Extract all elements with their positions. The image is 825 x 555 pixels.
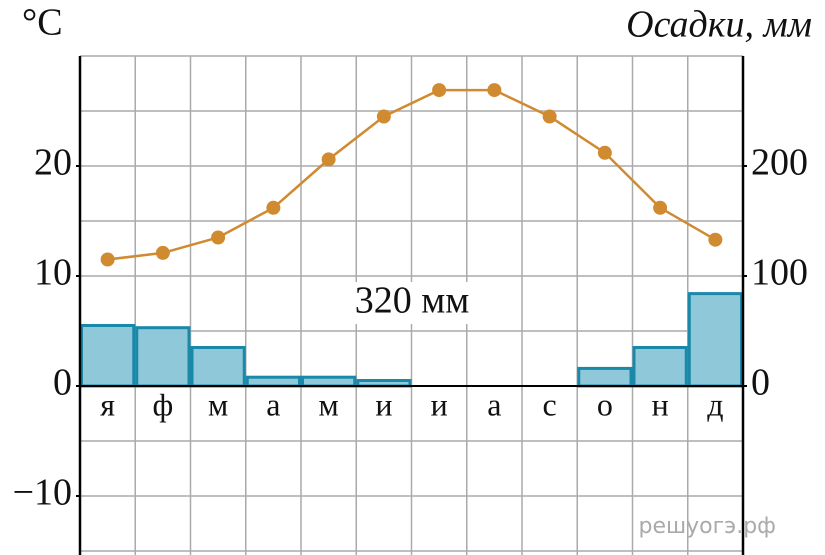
y2-tick-label: 100 xyxy=(751,252,808,294)
y-axis-label: °C xyxy=(22,2,63,44)
x-tick-label: я xyxy=(100,386,115,422)
watermark: решуогэ.рф xyxy=(638,514,776,539)
x-tick-label: с xyxy=(543,386,557,422)
bar xyxy=(632,346,688,388)
point xyxy=(266,200,281,215)
bar xyxy=(190,346,246,388)
y-tick-label: 20 xyxy=(34,142,72,184)
x-tick-label: н xyxy=(652,386,669,422)
point xyxy=(597,145,612,160)
annotation: 320 мм xyxy=(355,280,470,322)
y2-axis-label: Осадки, мм xyxy=(626,4,812,46)
point xyxy=(542,109,557,124)
x-tick-label: м xyxy=(319,386,339,422)
bar xyxy=(80,324,136,388)
line xyxy=(107,88,717,261)
y-tick-label: 10 xyxy=(34,252,72,294)
x-tick-label: и xyxy=(431,386,448,422)
x-tick-label: д xyxy=(707,386,723,422)
x-tick-label: а xyxy=(266,386,280,422)
point xyxy=(155,245,170,260)
y-tick-label: −10 xyxy=(13,472,72,514)
y-tick-label: 0 xyxy=(53,362,72,404)
point xyxy=(487,83,502,98)
annotation-bg xyxy=(338,282,486,324)
y2-tick-label: 200 xyxy=(751,142,808,184)
bar xyxy=(135,326,191,388)
bar xyxy=(301,375,357,388)
x-tick-label: а xyxy=(487,386,501,422)
point xyxy=(211,230,226,245)
bar xyxy=(687,292,743,388)
y2-tick-label: 0 xyxy=(751,362,770,404)
grid xyxy=(80,55,743,555)
point xyxy=(321,152,336,167)
x-tick-label: ф xyxy=(153,386,174,422)
point xyxy=(432,83,447,98)
x-tick-label: и xyxy=(375,386,392,422)
x-tick-label: м xyxy=(208,386,228,422)
point xyxy=(376,109,391,124)
bar xyxy=(245,375,301,388)
bar xyxy=(577,366,633,388)
point xyxy=(708,232,723,247)
point xyxy=(100,252,115,267)
x-tick-label: о xyxy=(597,386,613,422)
point xyxy=(653,200,668,215)
